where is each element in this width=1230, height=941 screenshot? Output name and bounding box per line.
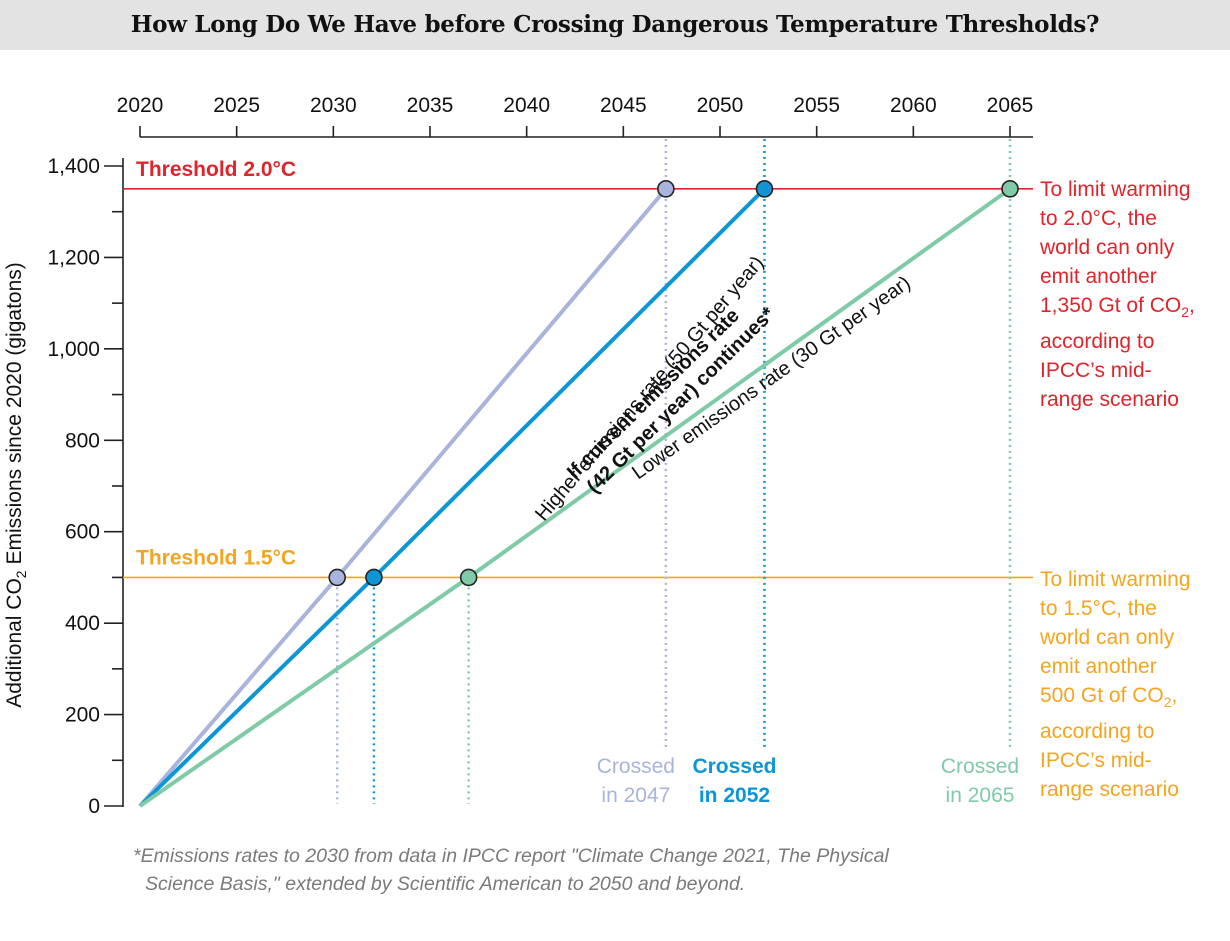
note-line: according to xyxy=(1040,720,1155,743)
footnote-line-1: *Emissions rates to 2030 from data in IP… xyxy=(133,845,889,867)
chart-title: How Long Do We Have before Crossing Dang… xyxy=(130,11,1100,38)
x-tick-label: 2035 xyxy=(407,94,454,117)
y-tick-label: 1,200 xyxy=(47,246,100,269)
crossing-marker xyxy=(1001,180,1019,198)
emissions-chart: 2020 2025 2030 2035 2040 2045 2050 2055 2060 2065… xyxy=(3,94,1034,818)
y-axis-title-part: Emissions since 2020 (gigatons) xyxy=(3,262,26,570)
note-threshold-2-0: To limit warming to 2.0°C, the world can… xyxy=(1040,175,1195,414)
note-line: to 2.0°C, the xyxy=(1040,207,1157,230)
note-line: emit another xyxy=(1040,655,1157,678)
x-tick-label: 2045 xyxy=(600,94,647,117)
y-tick-label: 400 xyxy=(65,612,100,635)
crossed-label-line1: Crossed xyxy=(692,755,776,778)
note-text: 500 Gt of CO xyxy=(1040,684,1164,707)
crossing-marker xyxy=(328,568,347,587)
note-line: to 1.5°C, the xyxy=(1040,597,1157,620)
note-line: range scenario xyxy=(1040,778,1179,801)
y-tick-label: 600 xyxy=(65,521,100,544)
note-line: To limit warming xyxy=(1040,178,1191,201)
note-line: emit another xyxy=(1040,265,1157,288)
note-line: world can only xyxy=(1040,236,1175,259)
crossed-label-line2: in 2052 xyxy=(699,784,770,807)
y-tick-label: 200 xyxy=(65,704,100,727)
footnote-line-2: Science Basis," extended by Scientific A… xyxy=(145,873,746,895)
y-tick-label: 0 xyxy=(88,795,100,818)
crossed-label-line1: Crossed xyxy=(941,755,1019,778)
footnote: *Emissions rates to 2030 from data in IP… xyxy=(133,842,889,898)
note-line: IPCC’s mid- xyxy=(1040,749,1152,772)
x-tick-label: 2020 xyxy=(117,94,164,117)
co2-subscript: 2 xyxy=(1163,694,1172,710)
note-line: world can only xyxy=(1040,626,1175,649)
co2-subscript: 2 xyxy=(1181,304,1190,320)
note-line: IPCC’s mid- xyxy=(1040,359,1152,382)
note-line: To limit warming xyxy=(1040,568,1191,591)
threshold-label: Threshold 2.0°C xyxy=(136,158,296,181)
series-line-1 xyxy=(138,187,668,808)
crossing-marker xyxy=(657,180,675,198)
x-tick-label: 2060 xyxy=(890,94,937,117)
crossing-marker xyxy=(459,568,478,587)
crossed-label-line2: in 2065 xyxy=(946,784,1015,807)
note-comma: , xyxy=(1189,294,1195,317)
note-line-co2: 1,350 Gt of CO2, xyxy=(1040,291,1195,327)
y-tick-label: 1,400 xyxy=(47,155,100,178)
note-line: range scenario xyxy=(1040,388,1179,411)
x-tick-label: 2055 xyxy=(793,94,840,117)
series-line-2 xyxy=(138,187,766,808)
note-line: according to xyxy=(1040,330,1155,353)
note-threshold-1-5: To limit warming to 1.5°C, the world can… xyxy=(1040,565,1191,804)
note-comma: , xyxy=(1171,684,1178,707)
y-axis-title-subscript: 2 xyxy=(13,570,29,578)
y-tick-label: 800 xyxy=(65,429,100,452)
crossed-label-line2: in 2047 xyxy=(601,784,670,807)
title-banner xyxy=(0,0,1230,50)
x-tick-label: 2050 xyxy=(697,94,744,117)
note-line-co2: 500 Gt of CO2, xyxy=(1040,681,1191,717)
crossing-marker xyxy=(365,568,383,587)
crossed-label-line1: Crossed xyxy=(597,755,675,778)
threshold-label: Threshold 1.5°C xyxy=(136,546,296,569)
x-tick-label: 2030 xyxy=(310,94,357,117)
note-text: 1,350 Gt of CO xyxy=(1040,294,1182,317)
y-axis-title-part: Additional CO xyxy=(3,578,26,708)
y-tick-label: 1,000 xyxy=(47,338,100,361)
x-tick-label: 2065 xyxy=(987,94,1034,117)
series-line-3 xyxy=(138,187,1012,808)
x-tick-label: 2040 xyxy=(503,94,550,117)
crossing-marker xyxy=(755,180,774,198)
y-axis-title: Additional CO2 Emissions since 2020 (gig… xyxy=(3,262,29,708)
x-tick-label: 2025 xyxy=(213,94,260,117)
